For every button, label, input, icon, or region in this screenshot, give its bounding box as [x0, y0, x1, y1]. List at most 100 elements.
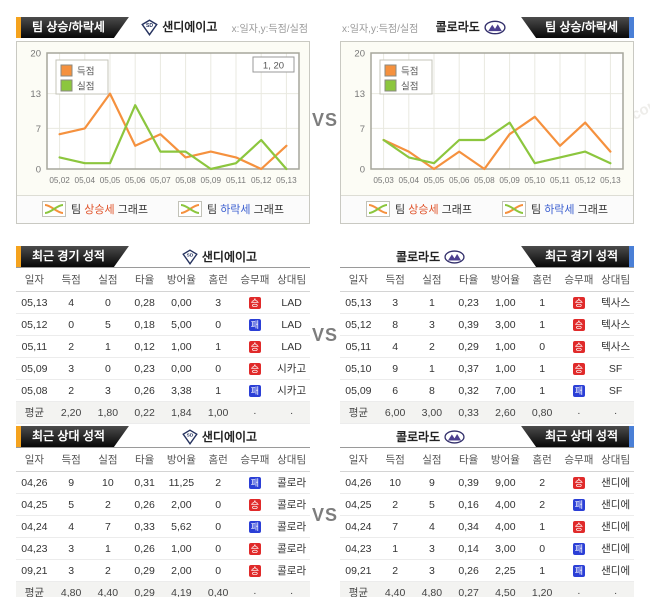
average-cell: 4,80: [52, 581, 90, 597]
table-cell: 05,11: [340, 335, 377, 358]
table-cell: 시카고: [273, 379, 310, 402]
sandiego-logo-icon: SD: [182, 428, 198, 445]
table-row: 04,23 1 3 0,14 3,00 0 패 샌디에: [340, 537, 634, 560]
recent-game-table-colorado: 일자 득점 실점 타율 방어율 홈런 승무패 상대팀 05,13 3 1 0,23 1,00 1 승 텍사스 0…: [340, 267, 634, 424]
svg-text:SD: SD: [146, 23, 153, 29]
result-cell: 승: [560, 291, 598, 314]
average-cell: 0,29: [126, 581, 163, 597]
result-cell: 승: [236, 335, 274, 358]
table-cell: 3: [413, 537, 451, 560]
column-header: 방어율: [163, 267, 200, 292]
average-cell: ·: [236, 401, 274, 424]
colorado-logo-icon: [444, 249, 465, 264]
table-cell: 9: [413, 471, 451, 494]
average-cell: 평균: [340, 401, 377, 424]
column-header: 상대팀: [597, 267, 634, 292]
chart-header-right: x:일자,y:득점/실점 콜로라도 팀 상승/하락세: [340, 16, 634, 39]
result-badge: 패: [572, 384, 585, 397]
result-cell: 패: [236, 471, 274, 494]
recent-game-row: 최근 경기 성적 SD 샌디에이고 일자 득점 실점 타율 방어율 홈런 승무패 상대팀 05,…: [16, 246, 634, 424]
table-cell: 0: [199, 515, 237, 538]
table-cell: 1: [199, 335, 237, 358]
rise-graph-button[interactable]: 팀 상승세 그래프: [366, 201, 472, 217]
average-cell: ·: [273, 401, 310, 424]
chart-box: 0 7 13 20 05,03 05,04 05,05 05,06 05,08 05,09 05,1…: [340, 41, 634, 224]
table-cell: 04,23: [340, 537, 377, 560]
table-cell: 1,00: [487, 357, 524, 380]
result-cell: 패: [560, 493, 598, 516]
result-badge: 승: [572, 340, 585, 353]
table-cell: 5,62: [163, 515, 200, 538]
rise-graph-icon: [42, 201, 67, 217]
table-cell: 11,25: [163, 471, 200, 494]
table-cell: 1: [199, 379, 237, 402]
table-cell: LAD: [273, 335, 310, 358]
table-cell: 0,26: [126, 379, 163, 402]
table-cell: 0: [52, 313, 90, 336]
table-row: 04,26 9 10 0,31 11,25 2 패 콜로라: [16, 471, 310, 494]
table-cell: 시카고: [273, 357, 310, 380]
fall-graph-button[interactable]: 팀 하락세 그래프: [502, 201, 608, 217]
table-cell: 1: [523, 313, 561, 336]
column-header: 일자: [340, 267, 377, 292]
table-cell: 3: [413, 313, 451, 336]
column-header: 실점: [413, 267, 451, 292]
average-cell: ·: [597, 401, 634, 424]
column-header: 타율: [450, 267, 487, 292]
trend-chart-sandiego: 0 7 13 20 05,02 05,04 05,05 05,06 05,07 05,08 05,0…: [30, 49, 300, 185]
fall-graph-label: 팀 하락세 그래프: [531, 204, 608, 216]
svg-text:05,13: 05,13: [276, 176, 297, 185]
rise-graph-icon: [366, 201, 391, 217]
rise-graph-button[interactable]: 팀 상승세 그래프: [42, 201, 148, 217]
table-cell: 2,00: [163, 559, 200, 582]
column-header: 일자: [16, 447, 53, 472]
fall-graph-label: 팀 하락세 그래프: [207, 204, 284, 216]
column-header: 홈런: [199, 447, 237, 472]
table-cell: 0,26: [126, 537, 163, 560]
column-header: 일자: [16, 267, 53, 292]
table-cell: 0,18: [126, 313, 163, 336]
recent-game-panel-sandiego: 최근 경기 성적 SD 샌디에이고 일자 득점 실점 타율 방어율 홈런 승무패 상대팀 05,…: [16, 246, 310, 424]
column-header: 홈런: [199, 267, 237, 292]
table-cell: 1,00: [487, 335, 524, 358]
table-cell: 2,25: [487, 559, 524, 582]
table-cell: 샌디에: [597, 515, 634, 538]
result-badge: 승: [572, 520, 585, 533]
svg-text:득점: 득점: [401, 66, 418, 78]
table-cell: 05,12: [340, 313, 377, 336]
result-badge: 패: [572, 564, 585, 577]
chart-panel-sandiego: 팀 상승/하락세 SD 샌디에이고 x:일자,y:득점/실점 0 7 13 20 05,…: [16, 16, 310, 224]
table-cell: 0,29: [126, 559, 163, 582]
table-cell: 0,28: [126, 291, 163, 314]
axis-note: x:일자,y:득점/실점: [231, 24, 308, 35]
team-label-colorado: 콜로라도: [340, 428, 521, 445]
charts-row: 팀 상승/하락세 SD 샌디에이고 x:일자,y:득점/실점 0 7 13 20 05,…: [16, 16, 634, 224]
table-cell: 3,00: [487, 313, 524, 336]
result-badge: 승: [572, 318, 585, 331]
trend-section-tab: 팀 상승/하락세: [521, 17, 634, 38]
table-row: 05,10 9 1 0,37 1,00 1 승 SF: [340, 357, 634, 380]
svg-text:20: 20: [354, 49, 365, 60]
table-cell: 1,00: [163, 537, 200, 560]
section-title: 최근 상대 성적: [32, 429, 105, 443]
table-cell: 0,00: [163, 357, 200, 380]
table-row: 04,25 2 5 0,16 4,00 2 패 샌디에: [340, 493, 634, 516]
table-cell: 3: [52, 357, 90, 380]
result-badge: 패: [248, 476, 261, 489]
table-cell: 4: [376, 335, 414, 358]
column-header: 득점: [52, 447, 90, 472]
result-cell: 승: [236, 291, 274, 314]
svg-text:실점: 실점: [401, 81, 418, 93]
table-cell: 0,39: [450, 471, 487, 494]
team-name: 콜로라도: [395, 250, 441, 264]
table-cell: 4: [52, 291, 90, 314]
recent-vs-tab: 최근 상대 성적: [16, 426, 129, 447]
result-cell: 승: [560, 357, 598, 380]
average-cell: 평균: [16, 581, 53, 597]
chart-header-left: 팀 상승/하락세 SD 샌디에이고 x:일자,y:득점/실점: [16, 16, 310, 39]
fall-graph-button[interactable]: 팀 하락세 그래프: [178, 201, 284, 217]
result-badge: 패: [248, 384, 261, 397]
table-cell: 3,00: [487, 537, 524, 560]
average-cell: 0,27: [450, 581, 487, 597]
svg-text:실점: 실점: [77, 81, 94, 93]
